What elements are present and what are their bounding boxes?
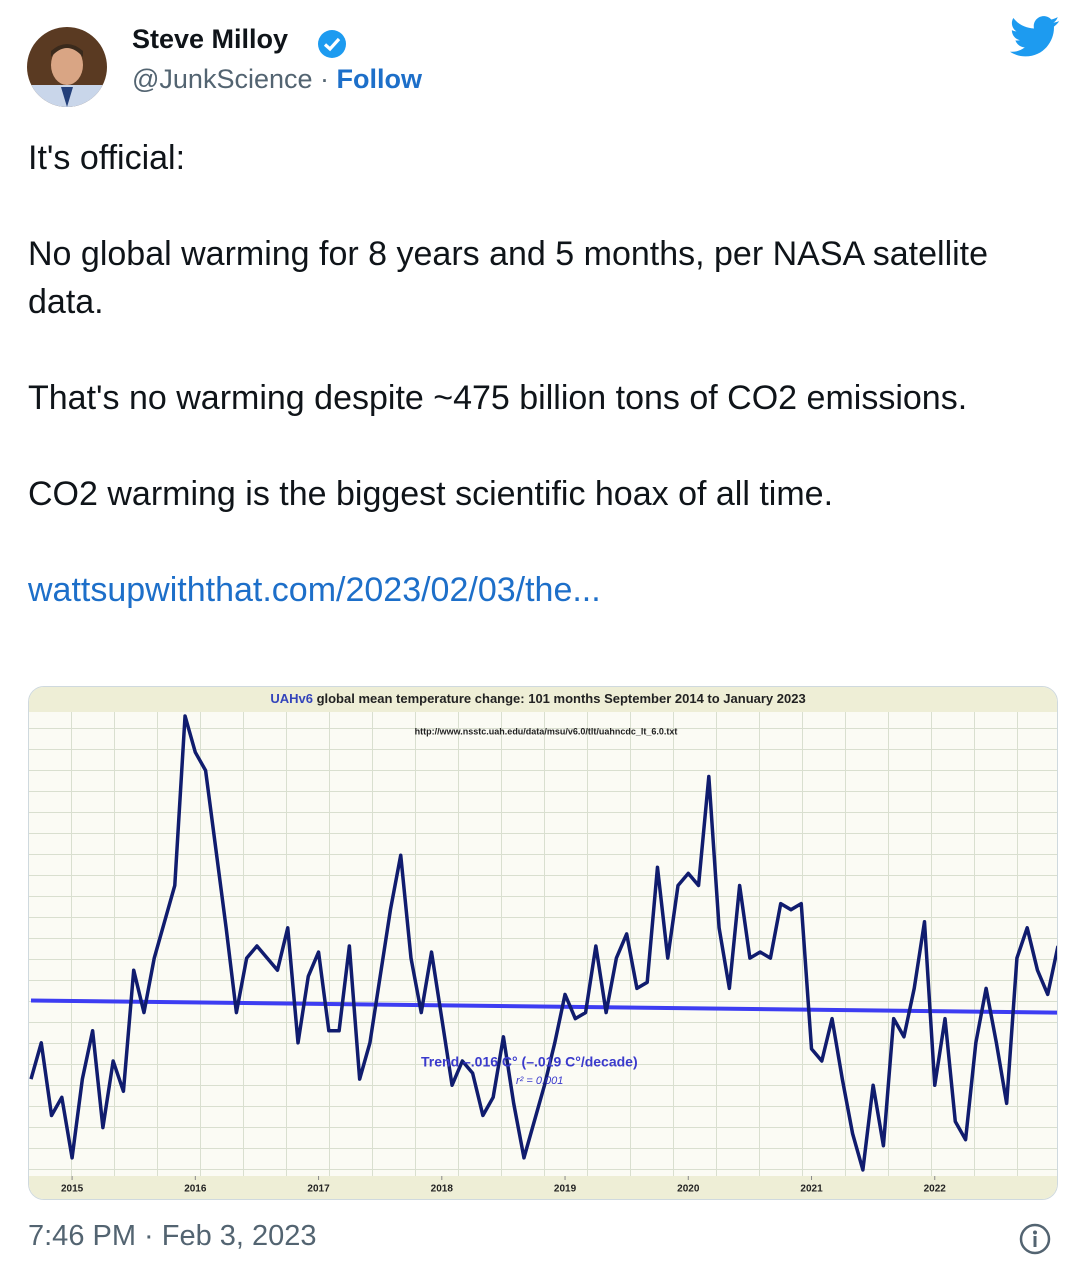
paragraph: No global warming for 8 years and 5 mont… xyxy=(28,235,989,321)
x-tick-label: 2022 xyxy=(924,1184,947,1195)
timestamp[interactable]: 7:46 PM · Feb 3, 2023 xyxy=(28,1220,317,1252)
chart-image[interactable]: UAHv6 global mean temperature change: 10… xyxy=(28,686,1058,1200)
annotation: r² = 0.001 xyxy=(516,1075,563,1087)
x-tick-label: 2019 xyxy=(554,1184,577,1195)
series-line xyxy=(29,714,1057,1172)
handle-row: @JunkScience · Follow xyxy=(132,64,422,95)
separator: · xyxy=(320,64,330,94)
user-name[interactable]: Steve Milloy xyxy=(132,24,289,54)
follow-button[interactable]: Follow xyxy=(336,64,423,94)
verified-badge xyxy=(318,30,346,58)
chart-subtitle: http://www.nsstc.uah.edu/data/msu/v6.0/t… xyxy=(415,726,678,736)
title-band xyxy=(29,687,1057,712)
info-icon[interactable] xyxy=(1018,1222,1052,1256)
x-tick-label: 2016 xyxy=(184,1184,207,1195)
x-tick-label: 2015 xyxy=(61,1184,84,1195)
title-prefix: UAHv6 xyxy=(270,691,313,706)
x-tick-label: 2021 xyxy=(800,1184,823,1195)
link[interactable]: wattsupwiththat.com/2023/02/03/the... xyxy=(28,571,601,609)
x-tick-label: 2018 xyxy=(431,1184,454,1195)
chart: UAHv6 global mean temperature change: 10… xyxy=(29,687,1057,1199)
paragraph: CO2 warming is the biggest scientific ho… xyxy=(28,475,834,513)
axis-band xyxy=(29,1176,1057,1199)
trend-line xyxy=(30,998,1057,1015)
twitter-logo[interactable] xyxy=(1010,16,1060,58)
annotation: Trend –.016 C° (–.019 C°/decade) xyxy=(421,1054,638,1070)
handle[interactable]: @JunkScience xyxy=(132,64,313,94)
tweet-text: It's official: No global warming for 8 y… xyxy=(28,134,1028,662)
chart-title: UAHv6 global mean temperature change: 10… xyxy=(270,691,805,706)
title-text: global mean temperature change: 101 mont… xyxy=(317,691,806,706)
avatar[interactable] xyxy=(27,27,107,107)
paragraph: That's no warming despite ~475 billion t… xyxy=(28,379,968,417)
x-tick-label: 2020 xyxy=(677,1184,700,1195)
paragraph: It's official: xyxy=(28,139,186,177)
x-tick-label: 2017 xyxy=(307,1184,330,1195)
